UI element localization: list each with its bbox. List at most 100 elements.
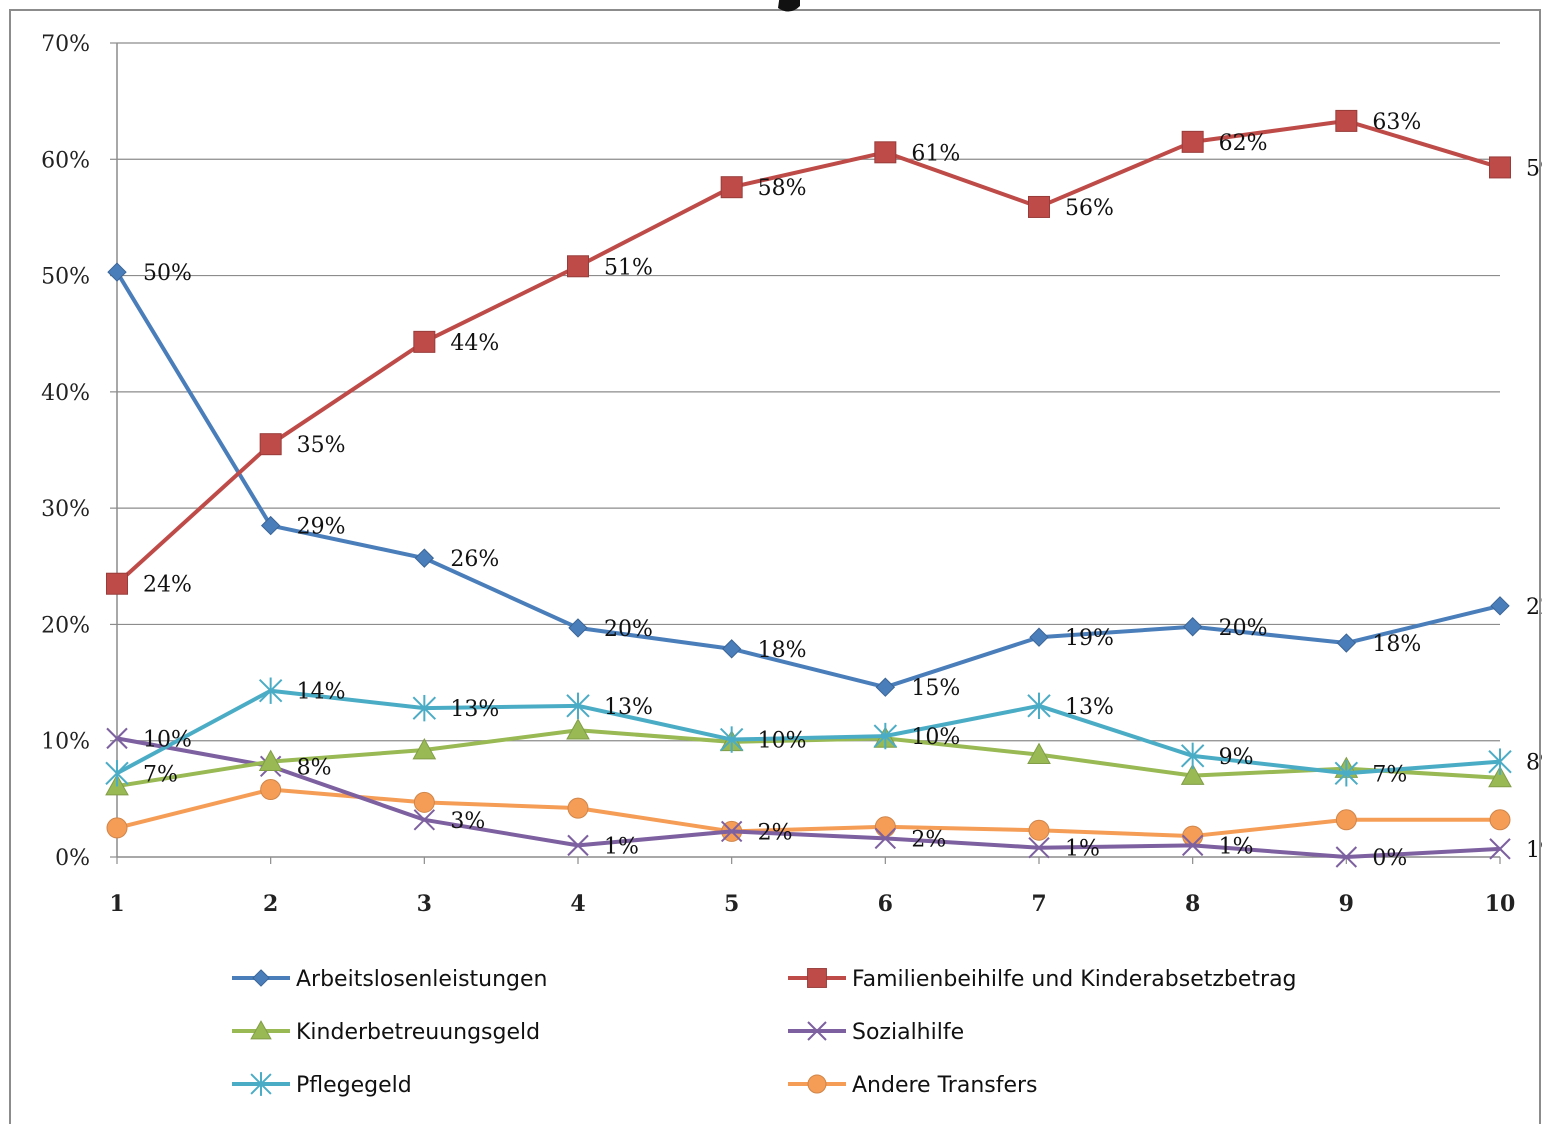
legend-marker [807,968,827,988]
data-point [1335,846,1358,868]
marker-stroke [1335,846,1358,868]
data-label: 56% [1065,196,1114,221]
data-point [566,692,590,720]
data-point [106,817,128,839]
x-tick-label: 7 [1031,891,1046,917]
marker-stroke [413,809,436,831]
data-point [1488,748,1512,775]
legend-label: Sozialhilfe [852,1020,964,1045]
data-label: 61% [911,141,960,166]
title-fragment [778,0,800,12]
x-tick-label: 2 [263,891,278,917]
data-label: 44% [450,331,499,356]
legend-item: Andere Transfers [788,1073,1038,1098]
data-point [260,515,281,536]
data-point [1180,742,1205,770]
data-point [1182,617,1203,637]
x-tick-label: 8 [1185,891,1200,917]
x-tick-label: 5 [724,891,739,917]
data-label: 18% [1372,632,1421,657]
legend-label: Andere Transfers [852,1073,1038,1098]
marker-stroke [1489,838,1511,860]
data-point [259,433,282,456]
data-point [1182,825,1204,847]
legend-item: Arbeitslosenleistungen [232,967,548,992]
legend-item: Sozialhilfe [788,1020,964,1045]
data-point [567,255,589,278]
data-point [566,718,590,740]
data-label: 15% [911,676,960,701]
series-line [116,728,1501,789]
data-point [720,820,743,843]
data-point [1029,627,1049,647]
legend-label: Arbeitslosenleistungen [296,967,548,992]
series-pflegegeld [105,677,1512,787]
data-point [412,694,437,722]
data-point [874,827,897,850]
marker-stroke [106,727,128,750]
legend-label: Pflegegeld [296,1073,412,1098]
series-line [116,736,1501,859]
series-andere-transfers [106,779,1511,847]
data-point [720,176,743,199]
series-line [115,271,1501,690]
legend-marker [250,1020,272,1040]
x-tick-label: 6 [878,891,893,917]
data-point [1180,763,1205,785]
x-tick-label: 9 [1339,891,1354,917]
marker-stroke [1028,836,1050,859]
data-point [413,791,435,813]
data-label: 1% [1219,834,1254,859]
y-tick-label: 20% [41,613,90,638]
data-labels: 50% 29% 26% 20% 18% 15% 19% 20% 18% 22% 24% 35% 44% 5… [143,110,1542,871]
x-tick-label: 10 [1485,891,1516,917]
data-point [874,141,897,164]
legend-label: Familienbeihilfe und Kinderabsetzbetrag [852,967,1297,992]
legend-marker [252,969,270,987]
x-tick-label: 4 [570,891,585,917]
marker-stroke [1181,834,1204,857]
data-label: 20% [604,617,653,642]
data-label: 63% [1372,110,1421,135]
data-label: 26% [450,547,499,572]
data-point [874,816,896,838]
data-point [567,797,589,819]
data-point [1335,109,1358,132]
y-tick-label: 10% [41,730,90,755]
data-label: 10% [911,725,960,750]
data-point [1336,633,1357,653]
series-sozialhilfe [106,727,1511,868]
x-tick-label: 1 [109,891,124,917]
data-point [106,727,128,750]
data-point [1027,742,1051,764]
marker-stroke [720,820,743,843]
data-point [1181,130,1204,153]
series-familienbeihilfe-und-kinderabsetzbetrag [106,109,1511,595]
data-label: 1% [1526,838,1542,863]
series-line [115,118,1501,586]
data-label: 1% [1065,837,1100,862]
data-point [1028,836,1050,859]
data-label: 2% [758,820,793,845]
data-point [414,548,435,568]
data-point [1028,195,1050,218]
data-label: 13% [604,695,653,720]
data-label: 2% [911,827,946,852]
data-label: 35% [297,433,346,458]
data-label: 59% [1526,156,1542,181]
data-label: 29% [297,515,346,540]
data-label: 13% [1065,695,1114,720]
data-point [1489,156,1511,179]
data-point [719,726,744,753]
axes: 0% 10% 20% 30% 40% 50% 60% 70% 1 2 3 4 5 6 7 8 9 10 [41,32,1515,917]
y-tick-label: 60% [41,148,90,173]
data-point [105,760,129,787]
data-point [1489,809,1511,831]
y-tick-label: 0% [55,846,90,871]
y-tick-label: 30% [41,497,90,522]
legend: Arbeitslosenleistungen Familienbeihilfe u… [232,967,1297,1098]
data-point [412,737,437,760]
data-label: 7% [1372,762,1407,787]
data-label: 13% [450,697,499,722]
